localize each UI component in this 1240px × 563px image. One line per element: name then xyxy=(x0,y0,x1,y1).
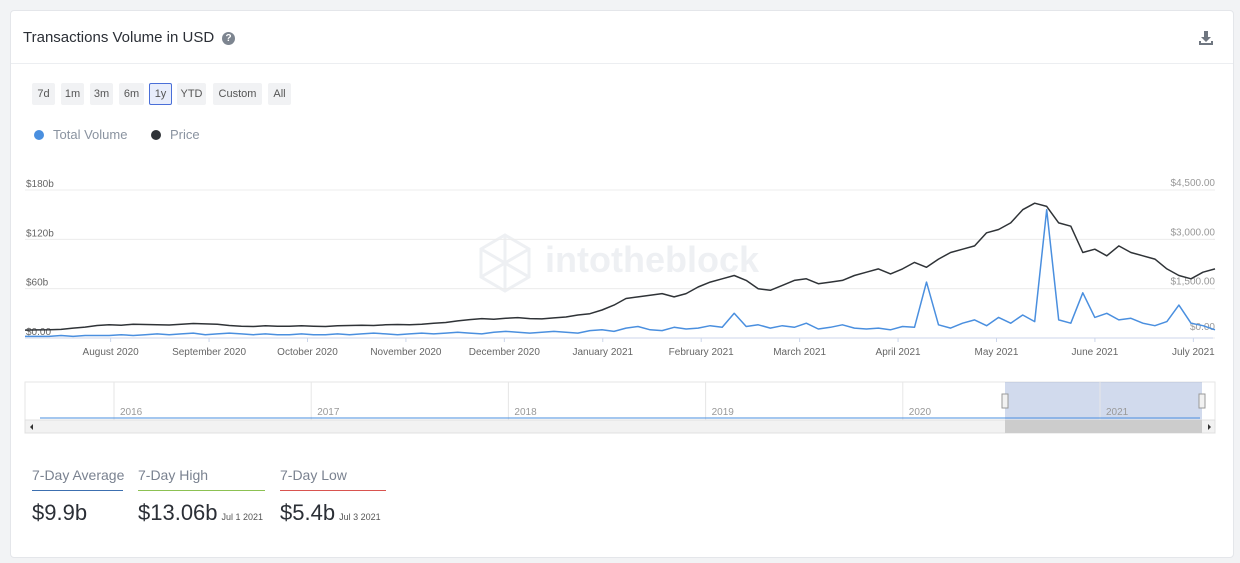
stat-value: $13.06b xyxy=(138,500,218,525)
y2-tick-label: $0.00 xyxy=(1190,322,1215,333)
x-tick-label: March 2021 xyxy=(773,347,826,358)
stat-underline xyxy=(32,490,123,491)
x-tick-label: May 2021 xyxy=(975,347,1019,358)
x-tick-label: December 2020 xyxy=(469,347,541,358)
scrollbar-arrow xyxy=(30,424,33,430)
navigator-year: 2017 xyxy=(317,407,340,418)
navigator-handle xyxy=(1001,393,1009,409)
range-button[interactable]: 7d xyxy=(32,83,55,105)
stat-value: $5.4b xyxy=(280,500,336,525)
legend-label[interactable]: Total Volume xyxy=(53,127,128,142)
navigator-year: 2020 xyxy=(909,407,932,418)
x-tick-label: November 2020 xyxy=(370,347,442,358)
range-button[interactable]: Custom xyxy=(213,83,262,105)
legend-dot[interactable] xyxy=(34,130,44,140)
series-line xyxy=(24,202,1216,331)
y-tick-label: $0.00 xyxy=(26,327,51,338)
scrollbar-track xyxy=(24,419,1216,434)
stat-underline xyxy=(280,490,386,491)
y-tick-label: $180b xyxy=(26,179,54,190)
navigator-year: 2019 xyxy=(712,407,735,418)
chart: intotheblock $0.00 $60b $120b $180b $0.00 $1,5… xyxy=(24,178,1216,434)
navigator-year: 2021 xyxy=(1106,407,1129,418)
divider xyxy=(11,63,1233,64)
legend-dot[interactable] xyxy=(151,130,161,140)
y-tick-label: $60b xyxy=(26,278,49,289)
x-tick-label: July 2021 xyxy=(1172,347,1215,358)
range-button[interactable]: 1m xyxy=(61,83,84,105)
navigator-frame xyxy=(24,381,1216,421)
help-icon[interactable]: ? xyxy=(222,32,235,45)
stat-label: 7-Day Low xyxy=(280,467,347,483)
title: Transactions Volume in USD xyxy=(23,29,215,46)
navigator-handle xyxy=(1198,393,1206,409)
y2-tick-label: $3,000.00 xyxy=(1171,227,1216,238)
watermark: intotheblock xyxy=(545,239,760,280)
navigator-selection xyxy=(1005,382,1202,420)
legend-label[interactable]: Price xyxy=(170,127,200,142)
navigator-year: 2016 xyxy=(120,407,143,418)
x-tick-label: April 2021 xyxy=(876,347,921,358)
watermark-logo-shape xyxy=(479,233,531,293)
y2-tick-label: $1,500.00 xyxy=(1171,277,1216,288)
stat-value: $9.9b xyxy=(32,500,88,525)
watermark-logo xyxy=(479,233,531,293)
x-tick-label: February 2021 xyxy=(669,347,734,358)
stat-underline xyxy=(138,490,265,491)
stat-row: $5.4b Jul 3 2021 xyxy=(280,500,381,526)
range-button[interactable]: All xyxy=(268,83,291,105)
stat-row: $13.06b Jul 1 2021 xyxy=(138,500,263,526)
range-button[interactable]: 1y xyxy=(149,83,172,105)
stat-date: Jul 1 2021 xyxy=(221,512,264,522)
card: Transactions Volume in USD ? 7d 1m 3m 6m 1y Y… xyxy=(10,10,1234,558)
range-button[interactable]: YTD xyxy=(177,83,206,105)
range-button[interactable]: 6m xyxy=(119,83,144,105)
y2-tick-label: $4,500.00 xyxy=(1171,178,1216,189)
download-icon[interactable] xyxy=(1197,29,1215,47)
x-tick-label: September 2020 xyxy=(172,347,246,358)
x-tick-label: October 2020 xyxy=(277,347,338,358)
stat-date: Jul 3 2021 xyxy=(339,512,381,522)
scrollbar-thumb xyxy=(1005,420,1202,433)
range-button[interactable]: 3m xyxy=(90,83,113,105)
x-tick-label: August 2020 xyxy=(83,347,140,358)
stat-row: $9.9b xyxy=(32,500,87,526)
stat-label: 7-Day High xyxy=(138,467,209,483)
x-tick-label: June 2021 xyxy=(1072,347,1119,358)
y-tick-label: $120b xyxy=(26,228,54,239)
x-tick-label: January 2021 xyxy=(572,347,633,358)
stat-label: 7-Day Average xyxy=(32,467,125,483)
series-line xyxy=(25,208,1216,338)
scrollbar-arrow xyxy=(1208,424,1211,430)
navigator-year: 2018 xyxy=(514,407,537,418)
